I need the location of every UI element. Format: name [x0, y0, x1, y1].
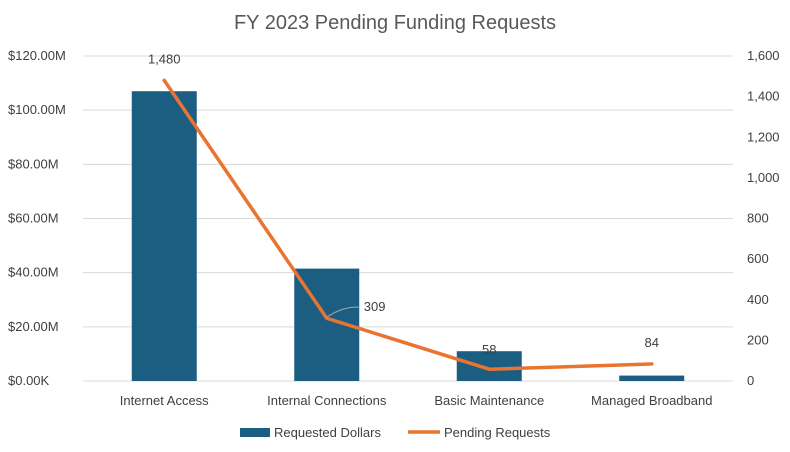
y-right-tick-label: 1,200 — [747, 129, 780, 144]
data-label-leader — [326, 306, 360, 318]
legend: Requested Dollars Pending Requests — [240, 425, 551, 440]
x-tick-label: Internal Connections — [267, 393, 387, 408]
data-label: 309 — [364, 299, 386, 314]
line-point — [162, 78, 166, 82]
chart-title: FY 2023 Pending Funding Requests — [234, 12, 556, 34]
y-right-tick-label: 1,400 — [747, 89, 780, 104]
data-label: 84 — [645, 335, 659, 350]
bar — [131, 91, 197, 381]
line-point — [650, 362, 654, 366]
legend-label-pending-requests: Pending Requests — [444, 425, 551, 440]
data-labels: 1,480 309 58 84 — [148, 51, 659, 357]
y-right-tick-label: 1,600 — [747, 48, 780, 63]
legend-label-requested-dollars: Requested Dollars — [274, 425, 381, 440]
data-label: 1,480 — [148, 51, 181, 66]
bar — [619, 375, 685, 381]
y-right-tick-label: 800 — [747, 211, 769, 226]
y-left-tick-label: $120.00M — [8, 48, 66, 63]
y-left-tick-label: $0.00K — [8, 373, 50, 388]
pending-requests-line — [162, 78, 654, 371]
line-series — [162, 78, 654, 371]
y-left-tick-label: $40.00M — [8, 265, 59, 280]
y-left-tick-label: $80.00M — [8, 156, 59, 171]
y-right-tick-label: 1,000 — [747, 170, 780, 185]
x-tick-label: Internet Access — [120, 393, 209, 408]
data-label: 58 — [482, 342, 496, 357]
y-right-tick-label: 0 — [747, 373, 754, 388]
x-tick-label: Managed Broadband — [591, 393, 712, 408]
legend-swatch-requested-dollars — [240, 428, 270, 437]
line-point — [487, 367, 491, 371]
x-tick-label: Basic Maintenance — [434, 393, 544, 408]
y-left-tick-label: $60.00M — [8, 211, 59, 226]
y-left-tick-label: $20.00M — [8, 319, 59, 334]
y-right-tick-label: 600 — [747, 251, 769, 266]
bar — [456, 351, 522, 381]
y-left-tick-label: $100.00M — [8, 102, 66, 117]
axes: $0.00K $20.00M $40.00M $60.00M $80.00M $100.0… — [8, 48, 780, 408]
y-right-tick-label: 400 — [747, 292, 769, 307]
y-right-tick-label: 200 — [747, 332, 769, 347]
bars — [131, 91, 685, 381]
line-point — [325, 316, 329, 320]
